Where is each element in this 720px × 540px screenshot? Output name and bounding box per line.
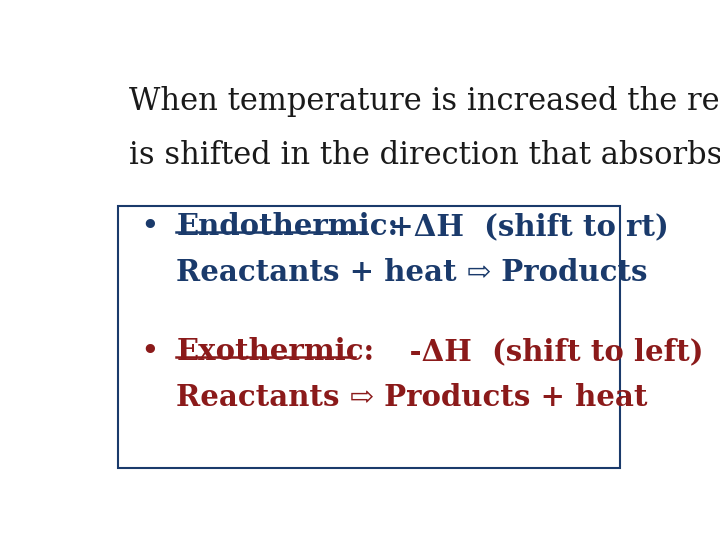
Text: Reactants + heat ⇨ Products: Reactants + heat ⇨ Products — [176, 258, 648, 287]
Text: is shifted in the direction that absorbs heat.: is shifted in the direction that absorbs… — [129, 140, 720, 171]
Text: •: • — [140, 337, 159, 368]
FancyBboxPatch shape — [118, 206, 620, 468]
Text: When temperature is increased the reaction: When temperature is increased the reacti… — [129, 85, 720, 117]
Text: Exothermic:: Exothermic: — [176, 337, 374, 366]
Text: +ΔH  (shift to rt): +ΔH (shift to rt) — [369, 212, 669, 241]
Text: Endothermic:: Endothermic: — [176, 212, 399, 241]
Text: •: • — [140, 212, 159, 244]
Text: -ΔH  (shift to left): -ΔH (shift to left) — [369, 337, 703, 366]
Text: Reactants ⇨ Products + heat: Reactants ⇨ Products + heat — [176, 383, 648, 412]
